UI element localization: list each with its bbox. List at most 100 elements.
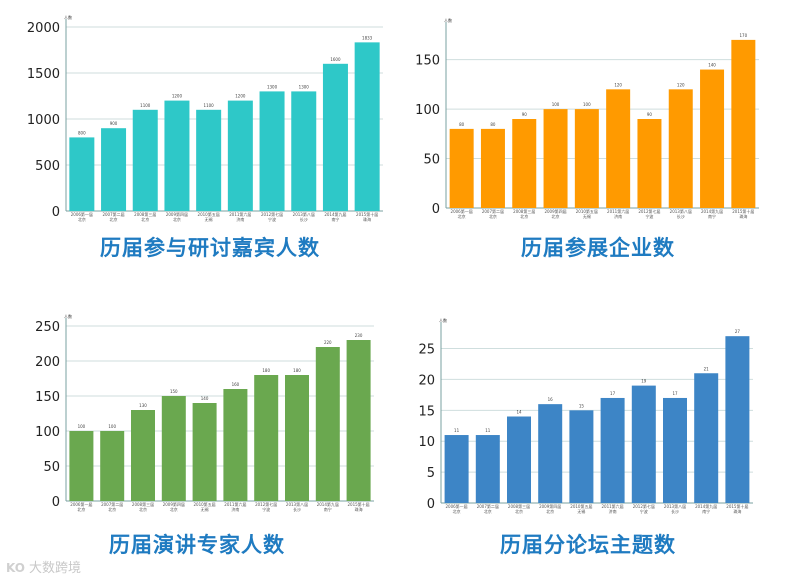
bar [164,100,190,211]
y-tick-label: 2000 [27,21,60,36]
y-tick-label: 50 [423,153,440,168]
bar-value-label: 170 [740,33,748,38]
y-axis-unit-label: 人数 [439,317,447,323]
x-tick-label-city: 无锡 [201,506,209,512]
bar-value-label: 900 [110,121,118,126]
bar-value-label: 19 [641,379,647,384]
x-tick-label-city: 宁波 [640,508,648,514]
x-tick-label-city: 北京 [170,506,178,512]
x-tick-label-city: 珠海 [355,506,363,512]
bar [131,410,155,501]
bar-value-label: 1200 [172,94,183,99]
x-tick-label: 2009第四届 [544,208,566,214]
y-tick-label: 0 [52,205,60,220]
bar [101,128,127,211]
bar-value-label: 140 [708,63,716,68]
x-tick-label: 2011第六届 [229,211,251,217]
bar-value-label: 140 [201,396,209,401]
x-tick-label: 2012第七届 [255,501,277,507]
bar [637,119,662,208]
bar [69,431,94,501]
y-tick-label: 25 [418,343,435,358]
bar-value-label: 120 [614,82,622,87]
x-tick-label: 2011第六届 [607,208,629,214]
x-tick-label: 2007第二届 [102,211,124,217]
x-tick-label: 2007第二届 [477,503,499,509]
bar [132,109,158,211]
x-tick-label-city: 珠海 [733,508,741,514]
x-tick-label-city: 济南 [614,213,622,219]
x-tick-label-city: 无锡 [577,508,585,514]
x-tick-label-city: 北京 [78,216,86,222]
bar-value-label: 80 [459,122,465,127]
x-tick-label: 2015第十届 [356,211,378,217]
bar [731,39,756,209]
y-tick-label: 0 [52,495,60,510]
x-tick-label: 2006第一届 [70,501,92,507]
chart-panel-forums: 0 5 10 15 20 25 人数 11 2006第一届 北京 11 2007第二届 北京 14 2008… [400,310,799,520]
x-tick-label: 2006第一届 [446,503,468,509]
x-tick-label-city: 南宁 [331,216,339,222]
chart-panel-exhibitors: 0 50 100 150 人数 80 2006第一届 北京 80 2007第二届 北京 90 2008第… [400,0,799,230]
bar [315,347,340,501]
x-tick-label: 2013第八届 [286,501,308,507]
bar [291,91,317,211]
x-tick-label-city: 北京 [173,216,181,222]
x-tick-label-city: 北京 [546,508,554,514]
x-tick-label: 2012第七届 [638,208,660,214]
chart-panel-guests: 0 500 1000 1500 2000 人数 800 2006第一届 北京 900 2007第二届… [0,0,400,230]
bar-value-label: 130 [139,403,147,408]
x-tick-label-city: 北京 [515,508,523,514]
x-tick-label: 2008第三届 [134,211,156,217]
bar-value-label: 1100 [140,103,151,108]
x-tick-label-city: 长沙 [300,216,308,222]
x-tick-label: 2014第九届 [701,208,723,214]
x-tick-label-city: 北京 [110,216,118,222]
bar-value-label: 150 [170,389,178,394]
x-tick-label: 2014第九届 [695,503,717,509]
y-tick-label: 200 [35,355,60,370]
x-tick-label-city: 济南 [609,508,617,514]
x-tick-label: 2015第十届 [348,501,370,507]
bar [663,397,687,503]
bar-value-label: 80 [490,122,496,127]
bar [69,137,95,211]
bar [700,69,725,208]
bar-value-label: 21 [704,366,710,371]
x-tick-label-city: 宁波 [262,506,270,512]
bar [480,128,505,208]
x-tick-label: 2012第七届 [633,503,655,509]
bar-value-label: 180 [293,368,301,373]
y-axis-unit-label: 人数 [444,17,452,23]
bar [694,373,719,503]
caption-speakers: 历届演讲专家人数 [109,533,285,557]
bar [606,89,631,208]
caption-forums: 历届分论坛主题数 [500,533,676,557]
bar [227,100,253,211]
y-tick-label: 5 [427,466,435,481]
bar-value-label: 100 [583,102,591,107]
x-tick-label: 2007第二届 [482,208,504,214]
x-tick-label: 2010第五届 [194,501,216,507]
x-tick-label: 2013第八届 [293,211,315,217]
bar-value-label: 220 [324,340,332,345]
x-tick-label: 2013第八届 [670,208,692,214]
y-axis-unit-label: 人数 [64,14,72,20]
y-tick-label: 1500 [27,67,60,82]
bar-value-label: 27 [735,329,741,334]
bar-value-label: 120 [677,82,685,87]
x-tick-label: 2009第四届 [166,211,188,217]
bar [259,91,285,211]
bar-value-label: 11 [454,428,460,433]
bar [192,403,217,501]
bar-value-label: 100 [552,102,560,107]
bar [475,435,500,503]
y-tick-label: 0 [432,202,440,217]
y-tick-label: 15 [418,404,435,419]
x-tick-label: 2011第六届 [602,503,624,509]
